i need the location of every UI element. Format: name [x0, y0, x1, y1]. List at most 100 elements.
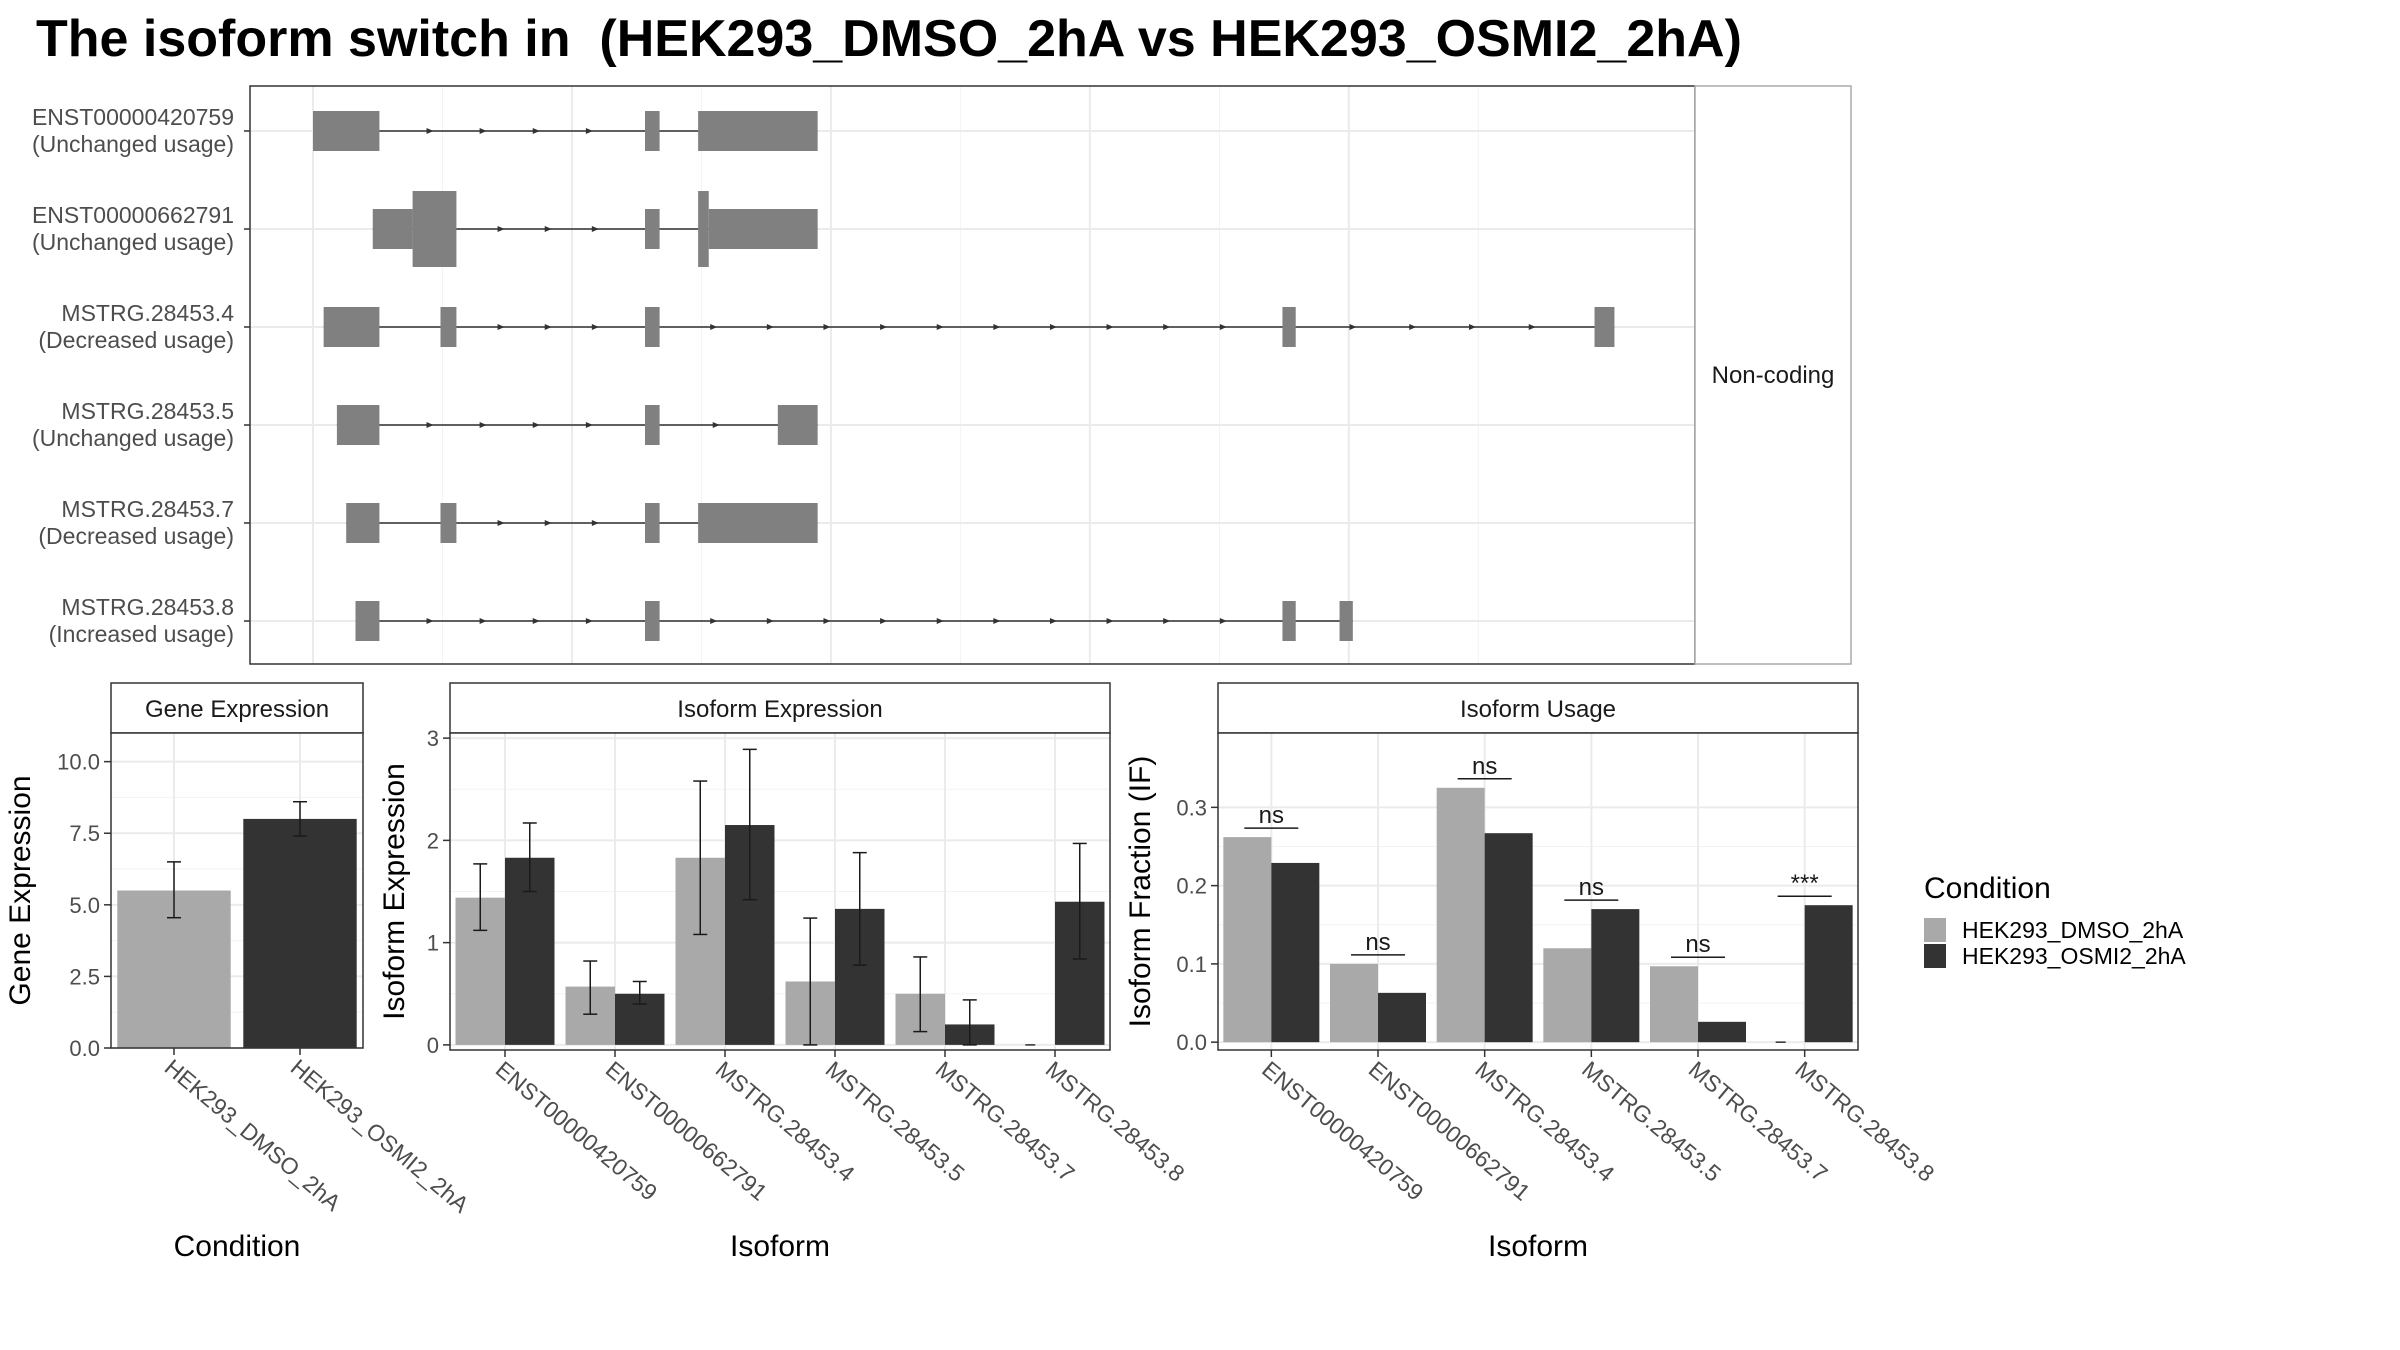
y-axis-title: Isoform Fraction (IF)	[1124, 756, 1157, 1028]
transcript-id-label: ENST00000420759	[32, 104, 234, 130]
intron-direction-arrow	[532, 618, 540, 624]
exon-block	[1339, 601, 1353, 641]
intron-direction-arrow	[585, 422, 593, 428]
y-tick-label: 0.3	[1176, 795, 1207, 820]
exon-block	[372, 209, 413, 249]
intron-direction-arrow	[993, 618, 1001, 624]
intron-direction-arrow	[710, 618, 718, 624]
bar	[1591, 909, 1640, 1043]
transcript-id-label: MSTRG.28453.8	[61, 594, 234, 620]
exon-block	[645, 405, 660, 445]
exon-block	[645, 307, 660, 347]
intron-direction-arrow	[426, 128, 434, 134]
exon-block	[313, 111, 380, 151]
intron-direction-arrow	[880, 618, 888, 624]
exon-block	[698, 111, 818, 151]
intron-direction-arrow	[544, 226, 552, 232]
y-tick-label: 0.0	[1176, 1030, 1207, 1055]
exon-block	[346, 503, 380, 543]
exon-block	[1594, 307, 1615, 347]
panel-title: Isoform Expression	[677, 696, 882, 723]
intron-direction-arrow	[585, 128, 593, 134]
exon-block	[1282, 601, 1296, 641]
x-axis-title: Isoform	[730, 1230, 830, 1263]
y-tick-label: 2.5	[69, 964, 100, 989]
exon-block	[355, 601, 380, 641]
intron-direction-arrow	[1349, 324, 1357, 330]
panel-strip	[449, 682, 1111, 734]
y-tick-label: 2	[427, 828, 439, 853]
isoform-expression-panel: Isoform Expression0123ENST00000420759ENS…	[378, 682, 1190, 1263]
exon-block	[1282, 307, 1296, 347]
intron-direction-arrow	[497, 520, 505, 526]
legend-title: Condition	[1924, 872, 2051, 905]
bar	[1378, 992, 1426, 1043]
x-axis-title: Isoform	[1488, 1230, 1588, 1263]
significance-label: ns	[1259, 802, 1284, 829]
panel-title: Isoform Usage	[1460, 696, 1616, 723]
bar	[1650, 966, 1698, 1043]
bar	[243, 818, 357, 1048]
bar	[1543, 948, 1592, 1043]
page-title: The isoform switch in (HEK293_DMSO_2hA v…	[36, 10, 1742, 68]
legend-entry-label: HEK293_OSMI2_2hA	[1962, 943, 2186, 969]
transcript-usage-label: (Unchanged usage)	[32, 425, 234, 451]
intron-direction-arrow	[591, 226, 599, 232]
intron-direction-arrow	[591, 520, 599, 526]
intron-direction-arrow	[1528, 324, 1536, 330]
transcript-usage-label: (Decreased usage)	[38, 327, 234, 353]
transcript-id-label: MSTRG.28453.4	[61, 300, 234, 326]
transcript-id-label: MSTRG.28453.5	[61, 398, 234, 424]
panel-strip	[1217, 682, 1859, 734]
intron-direction-arrow	[880, 324, 888, 330]
legend-swatch	[1924, 944, 1946, 968]
bar	[1698, 1021, 1746, 1043]
intron-direction-arrow	[1163, 324, 1171, 330]
transcript-id-label: MSTRG.28453.7	[61, 496, 234, 522]
exon-block	[336, 405, 380, 445]
intron-direction-arrow	[479, 618, 487, 624]
intron-direction-arrow	[479, 128, 487, 134]
intron-direction-arrow	[710, 324, 718, 330]
plot-background	[250, 86, 1695, 664]
exon-block	[645, 111, 660, 151]
intron-direction-arrow	[585, 618, 593, 624]
intron-direction-arrow	[426, 422, 434, 428]
transcript-usage-label: (Unchanged usage)	[32, 131, 234, 157]
legend-entry-label: HEK293_DMSO_2hA	[1962, 917, 2184, 943]
y-tick-label: 0	[427, 1033, 439, 1058]
intron-direction-arrow	[823, 324, 831, 330]
exon-block	[645, 209, 660, 249]
intron-direction-arrow	[1106, 618, 1114, 624]
intron-direction-arrow	[1219, 618, 1227, 624]
y-tick-label: 0.0	[69, 1036, 100, 1061]
exon-block	[412, 191, 457, 267]
bar	[1804, 905, 1853, 1043]
transcript-id-label: ENST00000662791	[32, 202, 234, 228]
exon-block	[440, 307, 457, 347]
intron-direction-arrow	[479, 422, 487, 428]
intron-direction-arrow	[1049, 618, 1057, 624]
intron-direction-arrow	[936, 324, 944, 330]
intron-direction-arrow	[497, 226, 505, 232]
intron-direction-arrow	[1469, 324, 1476, 330]
y-tick-label: 0.2	[1176, 874, 1207, 899]
intron-direction-arrow	[1049, 324, 1057, 330]
y-tick-label: 7.5	[69, 821, 100, 846]
transcript-usage-label: (Unchanged usage)	[32, 229, 234, 255]
panel-strip	[110, 682, 364, 734]
y-tick-label: 1	[427, 931, 439, 956]
exon-block	[323, 307, 380, 347]
intron-direction-arrow	[993, 324, 1001, 330]
intron-direction-arrow	[1106, 324, 1114, 330]
intron-direction-arrow	[544, 520, 552, 526]
intron-direction-arrow	[532, 422, 540, 428]
intron-direction-arrow	[532, 128, 540, 134]
intron-direction-arrow	[936, 618, 944, 624]
exon-block	[777, 405, 818, 445]
y-tick-label: 0.1	[1176, 952, 1207, 977]
plot-background	[1218, 733, 1858, 1050]
plot-border	[110, 732, 364, 1049]
